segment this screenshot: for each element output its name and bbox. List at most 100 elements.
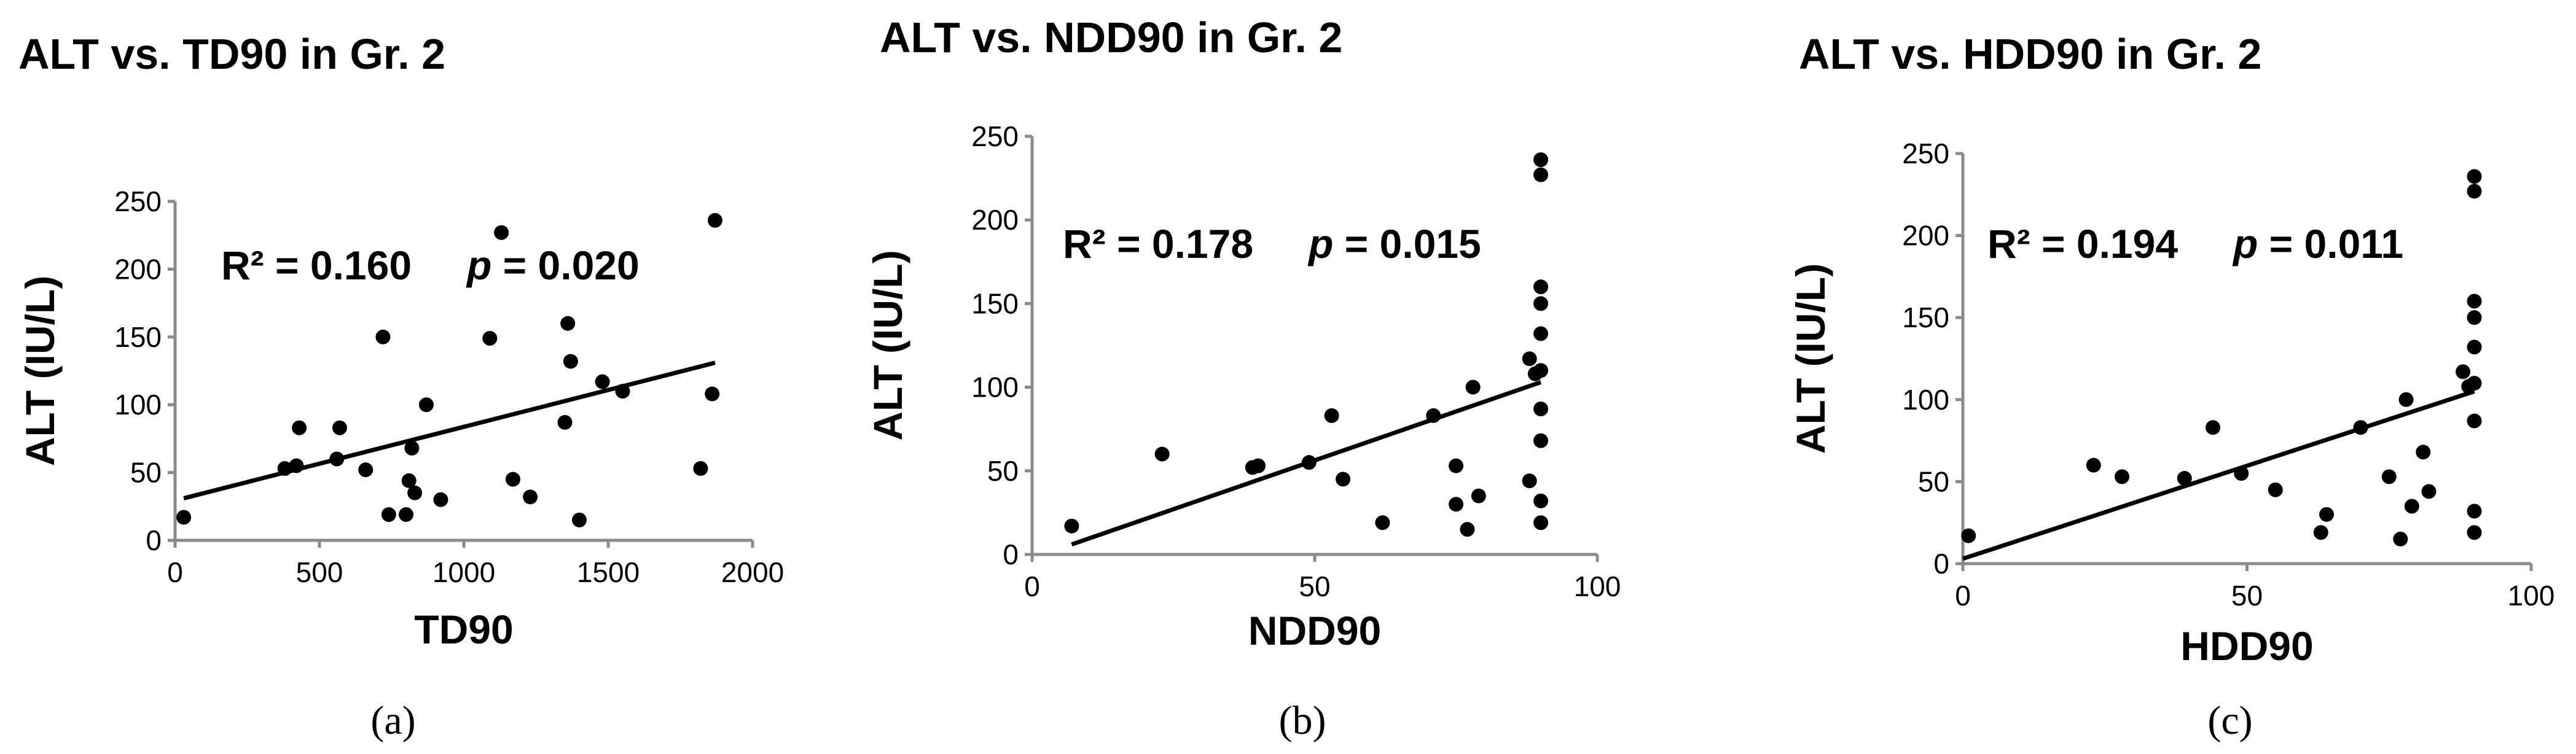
data-point [572, 512, 587, 527]
p-symbol: p [1307, 221, 1333, 266]
y-tick-label: 0 [1933, 548, 1949, 580]
y-tick-label: 150 [1902, 301, 1949, 333]
data-point [2467, 376, 2482, 391]
data-point [1533, 167, 1548, 182]
data-point [2353, 420, 2368, 435]
data-point [1533, 152, 1548, 168]
y-tick-label: 50 [1918, 465, 1949, 497]
p-symbol: p [466, 243, 491, 288]
data-point [1471, 488, 1486, 503]
data-point [2467, 525, 2482, 540]
data-point [1064, 518, 1079, 534]
data-point [2467, 310, 2482, 325]
x-axis-label: TD90 [414, 607, 513, 652]
x-tick-label: 50 [1299, 570, 1330, 602]
data-point [2319, 507, 2334, 522]
x-tick-label: 100 [1574, 570, 1621, 602]
data-point [693, 461, 708, 476]
data-point [615, 384, 630, 399]
data-point [418, 397, 434, 413]
data-point [2398, 392, 2414, 407]
data-point [595, 374, 610, 389]
y-tick-label: 0 [1003, 538, 1019, 570]
data-point [2086, 457, 2101, 473]
p-value-annotation: p = 0.020 [466, 243, 640, 288]
data-point [563, 354, 578, 369]
r-squared-annotation: R² = 0.160 [221, 243, 412, 288]
x-axis-label: NDD90 [1248, 608, 1381, 653]
data-point [2234, 466, 2249, 481]
p-symbol: p [2232, 221, 2258, 266]
panel-caption: (c) [2207, 698, 2252, 743]
data-point [2313, 525, 2328, 540]
data-point [2393, 531, 2408, 546]
data-point [1449, 497, 1463, 512]
data-point [329, 451, 345, 467]
data-point [1251, 458, 1266, 473]
y-tick-label: 250 [971, 120, 1019, 152]
data-point [2268, 482, 2283, 497]
y-tick-label: 100 [114, 389, 162, 421]
chart-panel-3: ALT vs. HDD90 in Gr. 2 0 50 100 150 200 250 0 50… [1788, 30, 2554, 743]
trend-line [1962, 389, 2475, 561]
panel-caption: (a) [370, 698, 415, 743]
data-point [277, 461, 292, 476]
y-axis-label: ALT (IU/L) [865, 250, 910, 440]
data-point [2467, 503, 2482, 519]
chart-title: ALT vs. HDD90 in Gr. 2 [1799, 30, 2261, 78]
r-squared-annotation: R² = 0.194 [1987, 221, 2178, 266]
x-tick-label: 100 [2508, 580, 2555, 612]
data-point [407, 485, 423, 500]
p-value-text: = 0.011 [2258, 221, 2403, 266]
y-tick-label: 150 [971, 287, 1019, 319]
y-tick-label: 50 [987, 455, 1019, 487]
data-point [482, 331, 498, 346]
data-point [2115, 469, 2129, 484]
y-tick-label: 250 [114, 185, 162, 217]
data-point [1336, 472, 1350, 487]
data-point [358, 462, 374, 478]
y-tick-label: 250 [1902, 138, 1949, 169]
chart-panel-2: ALT vs. NDD90 in Gr. 2 0 50 100 150 200 250 0 50… [865, 14, 1621, 743]
x-tick-label: 1000 [433, 556, 495, 588]
data-point [399, 507, 413, 523]
data-point [176, 510, 192, 525]
x-axis-label: HDD90 [2180, 623, 2313, 669]
data-point [523, 489, 538, 505]
x-tick-label: 0 [1955, 580, 1971, 612]
y-tick-label: 200 [1902, 220, 1949, 252]
y-tick-label: 100 [1902, 384, 1949, 416]
data-point [2421, 484, 2437, 499]
data-point [1533, 326, 1548, 341]
y-tick-label: 50 [130, 457, 162, 489]
data-point [1324, 408, 1339, 423]
data-point [404, 440, 420, 456]
data-point [2467, 413, 2482, 429]
data-point [2206, 420, 2220, 435]
p-value-annotation: p = 0.011 [2232, 221, 2403, 266]
data-point [1522, 351, 1537, 367]
data-point [433, 492, 448, 507]
p-value-text: = 0.020 [491, 243, 639, 288]
data-point [2467, 184, 2482, 199]
data-point [2467, 169, 2482, 184]
data-point [381, 507, 396, 523]
data-point [2467, 293, 2482, 309]
trend-line [183, 360, 716, 500]
data-point [707, 212, 722, 228]
data-point [292, 420, 307, 435]
data-point [2416, 445, 2431, 460]
x-tick-label: 1500 [577, 556, 640, 588]
chart-panel-1: ALT vs. TD90 in Gr. 2 0 50 100 150 200 250 0 500… [17, 30, 784, 743]
data-point [1301, 455, 1317, 470]
panel-caption: (b) [1279, 698, 1326, 743]
data-point [1533, 402, 1548, 417]
y-tick-label: 0 [146, 524, 162, 556]
p-value-annotation: p = 0.015 [1307, 221, 1481, 266]
data-point [1533, 515, 1548, 531]
data-point [557, 414, 573, 430]
y-tick-label: 200 [114, 253, 162, 285]
data-point [1961, 528, 1976, 543]
data-point [2456, 364, 2470, 379]
